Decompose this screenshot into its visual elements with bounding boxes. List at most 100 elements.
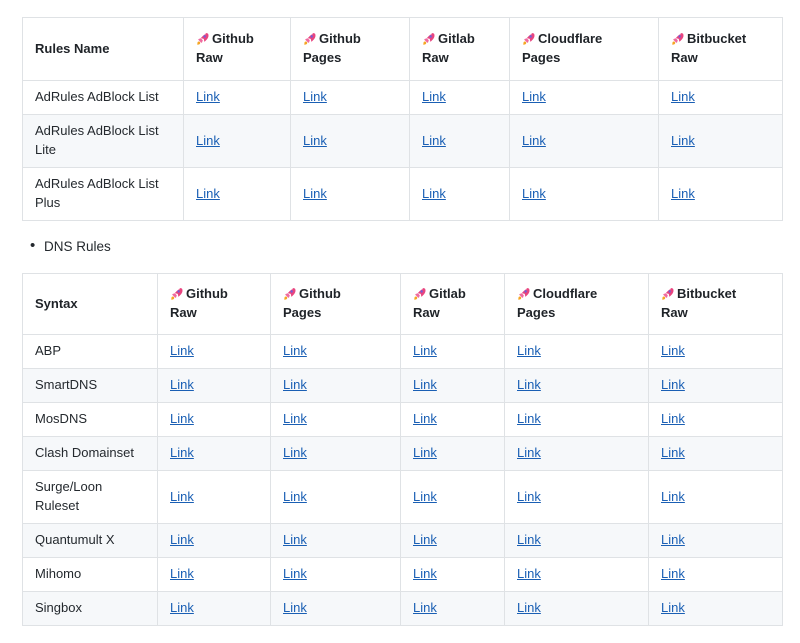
row-cell-github-pages: Link: [270, 368, 401, 403]
row-cell-github-raw: Link: [157, 523, 271, 558]
link[interactable]: Link: [661, 532, 685, 548]
link[interactable]: Link: [661, 343, 685, 359]
row-cell-github-pages: Link: [270, 523, 401, 558]
link[interactable]: Link: [517, 488, 541, 504]
link[interactable]: Link: [283, 566, 307, 582]
row-label: ABP: [22, 334, 158, 369]
link[interactable]: Link: [422, 89, 446, 105]
row-cell-github-pages: Link: [270, 470, 401, 524]
link[interactable]: Link: [661, 377, 685, 393]
link[interactable]: Link: [283, 488, 307, 504]
link[interactable]: Link: [517, 532, 541, 548]
column-header-line1: Github: [319, 31, 361, 47]
row-cell-github-pages: Link: [270, 436, 401, 471]
rocket-icon: [196, 32, 209, 45]
row-cell-bitbucket-raw: Link: [648, 591, 783, 626]
link[interactable]: Link: [413, 488, 437, 504]
list-item-label: DNS Rules: [44, 239, 111, 254]
link[interactable]: Link: [170, 411, 194, 427]
link[interactable]: Link: [413, 600, 437, 616]
table-header-row: Rules Name Github: [22, 17, 783, 81]
row-cell-cloudflare-pages: Link: [504, 523, 649, 558]
row-cell-bitbucket-raw: Link: [648, 334, 783, 369]
link[interactable]: Link: [671, 89, 695, 105]
link[interactable]: Link: [661, 600, 685, 616]
link[interactable]: Link: [303, 89, 327, 105]
column-header-line1: Github: [186, 286, 228, 302]
link[interactable]: Link: [413, 566, 437, 582]
column-header-line2: Pages: [303, 50, 342, 65]
link[interactable]: Link: [517, 343, 541, 359]
row-cell-gitlab-raw: Link: [409, 80, 510, 115]
link[interactable]: Link: [517, 445, 541, 461]
link[interactable]: Link: [303, 185, 327, 201]
link[interactable]: Link: [170, 377, 194, 393]
row-cell-bitbucket-raw: Link: [648, 523, 783, 558]
link[interactable]: Link: [671, 132, 695, 148]
link[interactable]: Link: [661, 488, 685, 504]
link[interactable]: Link: [413, 411, 437, 427]
link[interactable]: Link: [413, 377, 437, 393]
link[interactable]: Link: [413, 532, 437, 548]
link[interactable]: Link: [283, 445, 307, 461]
row-cell-github-raw: Link: [157, 470, 271, 524]
link[interactable]: Link: [661, 445, 685, 461]
link[interactable]: Link: [661, 566, 685, 582]
link[interactable]: Link: [170, 532, 194, 548]
row-cell-cloudflare-pages: Link: [509, 114, 659, 168]
link[interactable]: Link: [196, 132, 220, 148]
row-cell-github-raw: Link: [157, 368, 271, 403]
column-header-line1: Cloudflare: [538, 31, 603, 47]
link[interactable]: Link: [661, 411, 685, 427]
link[interactable]: Link: [413, 343, 437, 359]
column-header-line1: Bitbucket: [687, 31, 747, 47]
link[interactable]: Link: [283, 343, 307, 359]
row-label: Quantumult X: [22, 523, 158, 558]
link[interactable]: Link: [422, 132, 446, 148]
table-row: AdRules AdBlock List Link Link Link Link…: [22, 80, 783, 115]
link[interactable]: Link: [517, 411, 541, 427]
link[interactable]: Link: [517, 600, 541, 616]
row-cell-gitlab-raw: Link: [400, 402, 505, 437]
link[interactable]: Link: [283, 411, 307, 427]
link[interactable]: Link: [517, 566, 541, 582]
link[interactable]: Link: [522, 89, 546, 105]
link[interactable]: Link: [170, 600, 194, 616]
table-row: Clash Domainset Link Link Link Link Link: [22, 436, 783, 471]
link[interactable]: Link: [196, 185, 220, 201]
link[interactable]: Link: [413, 445, 437, 461]
column-header-bitbucket-raw: Bitbucket Raw: [648, 273, 783, 335]
table-row: AdRules AdBlock List Plus Link Link Link…: [22, 167, 783, 221]
row-cell-github-pages: Link: [270, 591, 401, 626]
column-header-gitlab-raw: Gitlab Raw: [409, 17, 510, 81]
column-header-rules-name: Rules Name: [22, 17, 184, 81]
column-header-line1: Github: [212, 31, 254, 47]
link[interactable]: Link: [170, 488, 194, 504]
link[interactable]: Link: [671, 185, 695, 201]
row-cell-github-pages: Link: [290, 80, 410, 115]
row-label: MosDNS: [22, 402, 158, 437]
link[interactable]: Link: [170, 566, 194, 582]
link[interactable]: Link: [422, 185, 446, 201]
row-cell-github-pages: Link: [270, 557, 401, 592]
link[interactable]: Link: [196, 89, 220, 105]
rocket-icon: [422, 32, 435, 45]
column-header-github-raw: Github Raw: [157, 273, 271, 335]
link[interactable]: Link: [283, 600, 307, 616]
link[interactable]: Link: [170, 445, 194, 461]
link[interactable]: Link: [283, 377, 307, 393]
link[interactable]: Link: [522, 132, 546, 148]
row-cell-bitbucket-raw: Link: [658, 80, 783, 115]
row-cell-cloudflare-pages: Link: [504, 334, 649, 369]
link[interactable]: Link: [283, 532, 307, 548]
table-header: Syntax Github: [22, 273, 783, 335]
row-cell-cloudflare-pages: Link: [504, 368, 649, 403]
column-header-cloudflare-pages: Cloudflare Pages: [509, 17, 659, 81]
link[interactable]: Link: [170, 343, 194, 359]
link[interactable]: Link: [522, 185, 546, 201]
link[interactable]: Link: [303, 132, 327, 148]
row-cell-bitbucket-raw: Link: [648, 557, 783, 592]
link[interactable]: Link: [517, 377, 541, 393]
row-cell-github-raw: Link: [183, 80, 291, 115]
